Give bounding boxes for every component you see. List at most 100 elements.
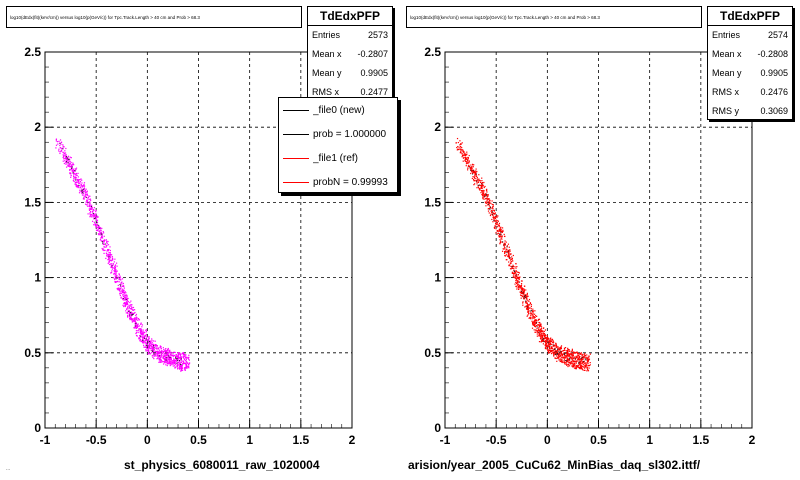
scatter-point <box>178 353 180 355</box>
scatter-point <box>533 316 535 318</box>
scatter-point <box>82 188 84 191</box>
scatter-point <box>124 305 126 308</box>
scatter-point <box>511 266 513 268</box>
scatter-point <box>524 296 526 298</box>
scatter-point <box>187 363 190 366</box>
scatter-point <box>65 162 67 164</box>
scatter-point <box>62 144 64 146</box>
scatter-point <box>459 144 461 146</box>
x-tick-label: 1.5 <box>292 433 309 447</box>
scatter-point <box>89 207 91 209</box>
scatter-point <box>102 243 104 246</box>
scatter-point <box>493 218 495 220</box>
scatter-point <box>500 241 502 243</box>
scatter-point <box>553 355 555 357</box>
scatter-point <box>492 212 494 214</box>
scatter-point <box>558 347 560 349</box>
scatter-point <box>83 196 85 198</box>
scatter-point <box>476 180 478 182</box>
scatter-point <box>527 306 529 308</box>
scatter-point <box>569 361 571 363</box>
scatter-point <box>126 297 128 299</box>
scatter-point <box>167 349 169 351</box>
scatter-point <box>523 296 525 298</box>
scatter-point <box>110 272 113 274</box>
scatter-point <box>130 305 132 308</box>
scatter-point <box>563 352 565 354</box>
scatter-point <box>127 313 129 315</box>
scatter-point <box>583 362 585 364</box>
scatter-point <box>81 191 84 193</box>
scatter-point <box>138 319 141 321</box>
scatter-point <box>497 224 499 226</box>
scatter-point <box>517 286 520 288</box>
scatter-point <box>498 236 500 238</box>
scatter-point <box>545 341 547 343</box>
scatter-point <box>492 216 495 218</box>
scatter-point <box>149 340 151 342</box>
scatter-point <box>119 275 121 277</box>
scatter-point <box>514 277 516 279</box>
scatter-point <box>162 351 165 353</box>
scatter-point <box>146 350 148 352</box>
scatter-point <box>487 195 489 197</box>
scatter-point <box>92 213 94 216</box>
scatter-point <box>517 285 519 287</box>
scatter-point <box>524 300 526 302</box>
x-tick-label: -0.5 <box>86 433 107 447</box>
scatter-point <box>128 315 131 317</box>
scatter-point <box>538 321 540 324</box>
scatter-point <box>569 353 571 356</box>
scatter-point <box>535 331 537 333</box>
scatter-point <box>106 253 108 255</box>
scatter-point <box>69 160 71 162</box>
scatter-point <box>529 302 532 304</box>
scatter-point <box>70 164 72 166</box>
scatter-point <box>144 341 146 343</box>
scatter-point <box>504 255 507 257</box>
scatter-point <box>579 367 581 369</box>
scatter-point <box>493 220 495 222</box>
scatter-point <box>72 169 74 171</box>
scatter-point <box>551 347 553 350</box>
scatter-point <box>542 338 544 340</box>
scatter-point <box>135 316 138 318</box>
scatter-point <box>517 277 519 279</box>
scatter-point <box>566 363 568 365</box>
scatter-point <box>145 339 147 342</box>
scatter-point <box>72 172 74 174</box>
scatter-point <box>160 359 162 361</box>
scatter-point <box>155 353 157 355</box>
scatter-point <box>108 258 110 260</box>
scatter-point <box>60 141 63 143</box>
scatter-point <box>114 281 116 283</box>
scatter-point <box>103 239 106 241</box>
scatter-point <box>182 351 185 354</box>
scatter-point <box>70 165 72 168</box>
scatter-point <box>143 336 145 339</box>
scatter-point <box>528 298 531 301</box>
scatter-point <box>529 318 532 320</box>
scatter-point <box>79 182 81 184</box>
scatter-point <box>542 339 544 342</box>
scatter-point <box>58 140 60 142</box>
scatter-point <box>83 185 85 187</box>
scatter-point <box>549 342 551 344</box>
scatter-point <box>142 330 144 332</box>
scatter-point <box>551 338 553 340</box>
legend: _file0 (new) prob = 1.000000 _file1 (ref… <box>278 97 398 193</box>
scatter-point <box>501 238 503 240</box>
scatter-point <box>179 352 181 354</box>
scatter-point <box>511 266 513 269</box>
scatter-point <box>582 363 584 366</box>
scatter-point <box>586 368 589 370</box>
scatter-point <box>184 360 186 362</box>
scatter-point <box>482 189 484 192</box>
scatter-point <box>490 210 492 212</box>
scatter-point <box>159 352 161 354</box>
scatter-point <box>476 181 478 183</box>
scatter-point <box>479 189 481 191</box>
scatter-point <box>157 356 159 358</box>
scatter-point <box>525 301 527 303</box>
scatter-point <box>470 167 472 169</box>
